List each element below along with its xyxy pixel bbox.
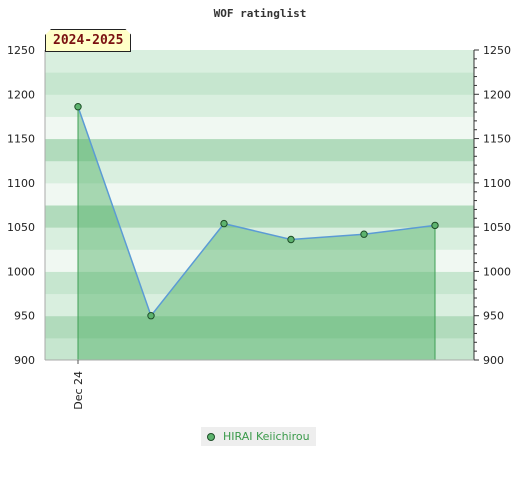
band-0 (45, 337, 474, 361)
x-tick-label: Dec 24 (72, 371, 85, 410)
chart-title: WOF ratinglist (214, 7, 307, 20)
season-badge: 2024-2025 (45, 29, 131, 52)
series-marks (74, 103, 439, 320)
y-tick-label-right: 900 (483, 354, 504, 367)
y-tick-label-right: 950 (483, 310, 504, 323)
area-fill (78, 106, 435, 360)
y-tick-label-left: 1250 (7, 44, 35, 57)
background-bands (45, 50, 474, 361)
y-tick-label-right: 1000 (483, 265, 511, 278)
y-tick-label-left: 900 (14, 354, 35, 367)
y-tick-label-left: 1050 (7, 221, 35, 234)
series-area (77, 106, 436, 360)
data-point (287, 235, 295, 244)
y-tick-label-left: 950 (14, 310, 35, 323)
band-9 (45, 138, 474, 162)
data-point (431, 221, 439, 230)
y-tick-label-right: 1150 (483, 133, 511, 146)
band-11 (45, 94, 474, 117)
y-tick-label-left: 1100 (7, 177, 35, 190)
y-tick-label-right: 1250 (483, 44, 511, 57)
data-point (360, 230, 368, 238)
data-point (220, 219, 228, 228)
band-10 (45, 116, 474, 140)
band-6 (45, 205, 474, 228)
y-tick-label-left: 1150 (7, 133, 35, 146)
band-7 (45, 182, 474, 206)
band-2 (45, 293, 474, 317)
series-line (77, 106, 436, 318)
y-tick-label-right: 1100 (483, 177, 511, 190)
y-tick-label-right: 1050 (483, 221, 511, 234)
band-3 (45, 271, 474, 295)
band-8 (45, 160, 474, 184)
y-tick-label-right: 1200 (483, 88, 511, 101)
data-point (147, 312, 155, 320)
legend-marker-icon (207, 432, 215, 441)
band-12 (45, 72, 474, 95)
band-4 (45, 249, 474, 272)
data-point (74, 103, 82, 111)
band-13 (45, 50, 474, 73)
y-tick-label-left: 1000 (7, 265, 35, 278)
axes: 900 900 950 950 1000 1000 1050 1050 1100 1100 1150… (7, 44, 511, 410)
legend-label: HIRAI Keiichirou (223, 430, 310, 443)
legend[interactable]: HIRAI Keiichirou (201, 427, 316, 446)
y-tick-label-left: 1200 (7, 88, 35, 101)
band-1 (45, 315, 474, 339)
